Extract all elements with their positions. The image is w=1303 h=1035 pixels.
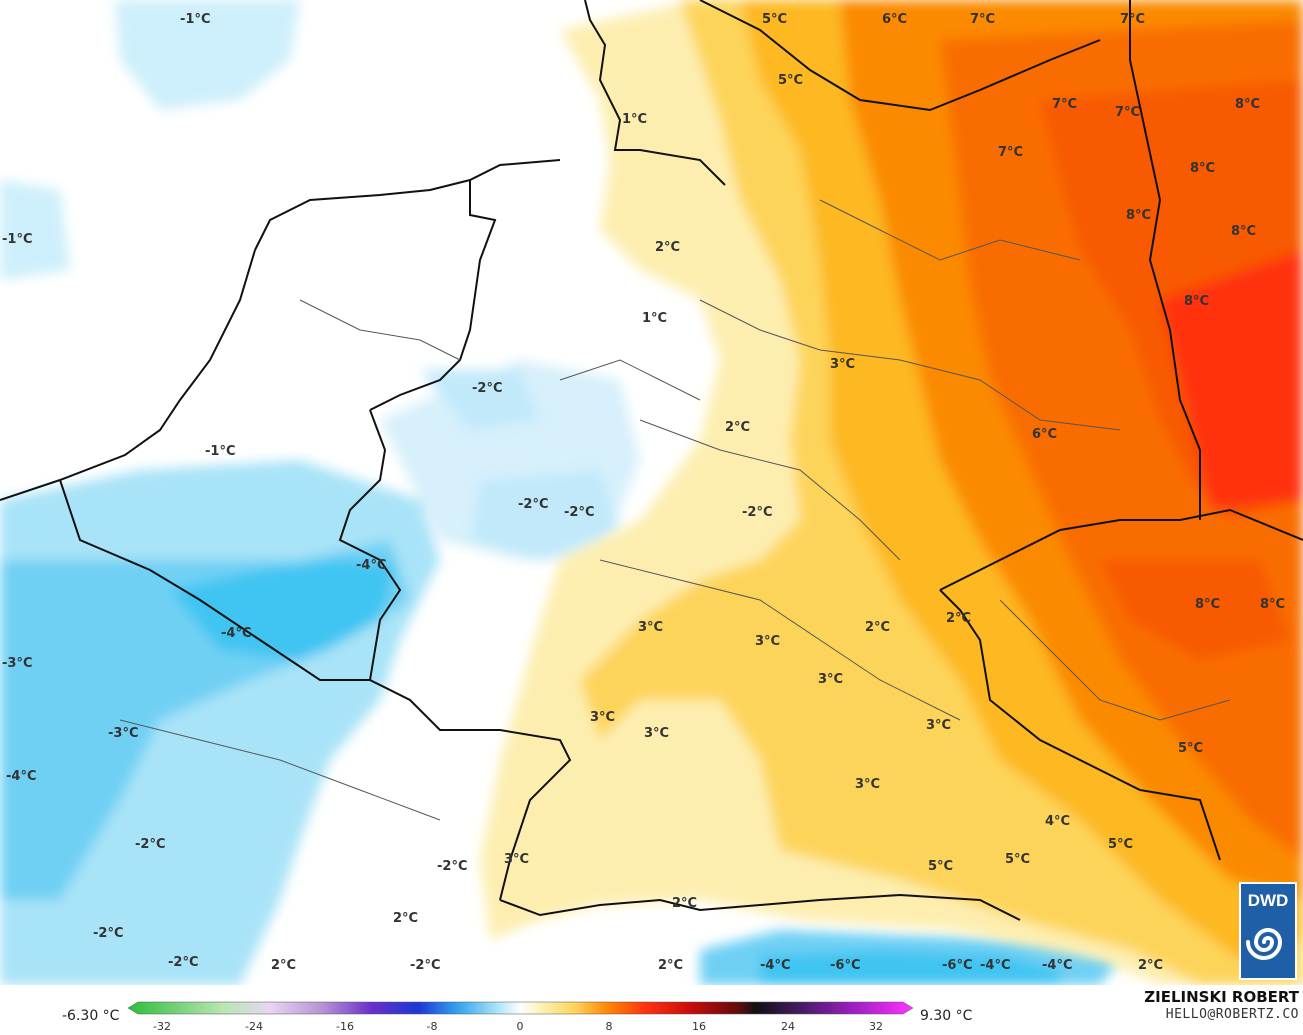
temp-label: -6°C [942, 958, 972, 973]
temp-label: -1°C [180, 12, 210, 27]
temp-label: 8°C [1231, 224, 1256, 239]
temp-label: 8°C [1260, 597, 1285, 612]
colorbar-tick: 24 [781, 1020, 795, 1033]
temp-label: 2°C [393, 911, 418, 926]
swirl-icon [1246, 928, 1283, 960]
dwd-logo-text: DWD [1248, 891, 1289, 910]
temp-label: 5°C [1178, 741, 1203, 756]
temp-label: 3°C [638, 620, 663, 635]
temp-label: 2°C [655, 240, 680, 255]
temp-label: 3°C [590, 710, 615, 725]
temp-label: 6°C [1032, 427, 1057, 442]
colorbar-tick: 32 [869, 1020, 883, 1033]
author-email: HELLO@ROBERTZ.CO [1165, 1007, 1299, 1022]
warm-regions [480, 0, 1303, 985]
temp-label: 2°C [271, 958, 296, 973]
dwd-logo: DWD [1239, 882, 1297, 980]
temp-label: 8°C [1195, 597, 1220, 612]
temp-label: 7°C [998, 145, 1023, 160]
temp-label: 2°C [946, 611, 971, 626]
temp-label: -2°C [742, 505, 772, 520]
temp-label: -2°C [437, 859, 467, 874]
temp-label: 2°C [658, 958, 683, 973]
temp-label: 8°C [1184, 294, 1209, 309]
temp-label: 5°C [762, 12, 787, 27]
temp-label: -4°C [980, 958, 1010, 973]
temp-label: 5°C [928, 859, 953, 874]
temp-label: -4°C [356, 558, 386, 573]
colorbar-tick: 0 [516, 1020, 524, 1033]
author-credit: ZIELINSKI ROBERT [1144, 988, 1299, 1006]
colorbar-tick: -8 [426, 1020, 438, 1033]
temp-label: -3°C [108, 726, 138, 741]
temp-label: 6°C [882, 12, 907, 27]
temp-label: 8°C [1235, 97, 1260, 112]
temp-label: 7°C [1115, 105, 1140, 120]
temp-label: 5°C [1005, 852, 1030, 867]
temp-label: -1°C [205, 444, 235, 459]
region-borders [119, 199, 1231, 821]
borders [0, 0, 1303, 921]
temperature-labels: -1°C -1°C -1°C 5°C 6°C 7°C 7°C 5°C 1°C 7… [2, 12, 1285, 973]
colorbar-tick: -16 [336, 1020, 354, 1033]
colorbar-tick: 8 [605, 1020, 613, 1033]
temp-label: -2°C [93, 926, 123, 941]
temp-label: -2°C [518, 497, 548, 512]
colorbar-tick: -32 [153, 1020, 171, 1033]
temp-label: -4°C [1042, 958, 1072, 973]
temp-label: -2°C [564, 505, 594, 520]
temp-label: 3°C [855, 777, 880, 792]
legend-min-label: -6.30 °C [62, 1008, 120, 1024]
temp-label: 7°C [1120, 12, 1145, 27]
temp-label: 7°C [970, 12, 995, 27]
temp-label: 1°C [622, 112, 647, 127]
temp-label: 3°C [926, 718, 951, 733]
temp-label: 3°C [755, 634, 780, 649]
temp-label: 5°C [778, 73, 803, 88]
temp-label: 2°C [725, 420, 750, 435]
temp-label: -2°C [472, 381, 502, 396]
temp-label: 3°C [818, 672, 843, 687]
temp-label: 8°C [1190, 161, 1215, 176]
legend-max-label: 9.30 °C [920, 1008, 973, 1024]
temp-label: 1°C [642, 311, 667, 326]
temp-label: 2°C [865, 620, 890, 635]
colorbar-tick: 16 [692, 1020, 706, 1033]
temp-label: -3°C [2, 656, 32, 671]
temp-label: 3°C [830, 357, 855, 372]
colorbar [128, 1001, 913, 1015]
temp-label: 4°C [1045, 814, 1070, 829]
temperature-map: -1°C -1°C -1°C 5°C 6°C 7°C 7°C 5°C 1°C 7… [0, 0, 1303, 985]
temp-label: -2°C [168, 955, 198, 970]
temp-label: -2°C [410, 958, 440, 973]
temp-label: 3°C [644, 726, 669, 741]
temp-label: -4°C [760, 958, 790, 973]
temp-label: -6°C [830, 958, 860, 973]
temp-label: -4°C [6, 769, 36, 784]
legend: -6.30 °C [0, 985, 1303, 1035]
temp-label: -2°C [135, 837, 165, 852]
temp-label: 3°C [504, 852, 529, 867]
temp-label: 2°C [1138, 958, 1163, 973]
temp-label: 8°C [1126, 208, 1151, 223]
temp-label: -4°C [221, 626, 251, 641]
temp-label: 7°C [1052, 97, 1077, 112]
temp-label: 5°C [1108, 837, 1133, 852]
cold-regions [0, 0, 1120, 985]
colorbar-tick: -24 [245, 1020, 263, 1033]
temp-label: 2°C [672, 896, 697, 911]
temp-label: -1°C [2, 232, 32, 247]
